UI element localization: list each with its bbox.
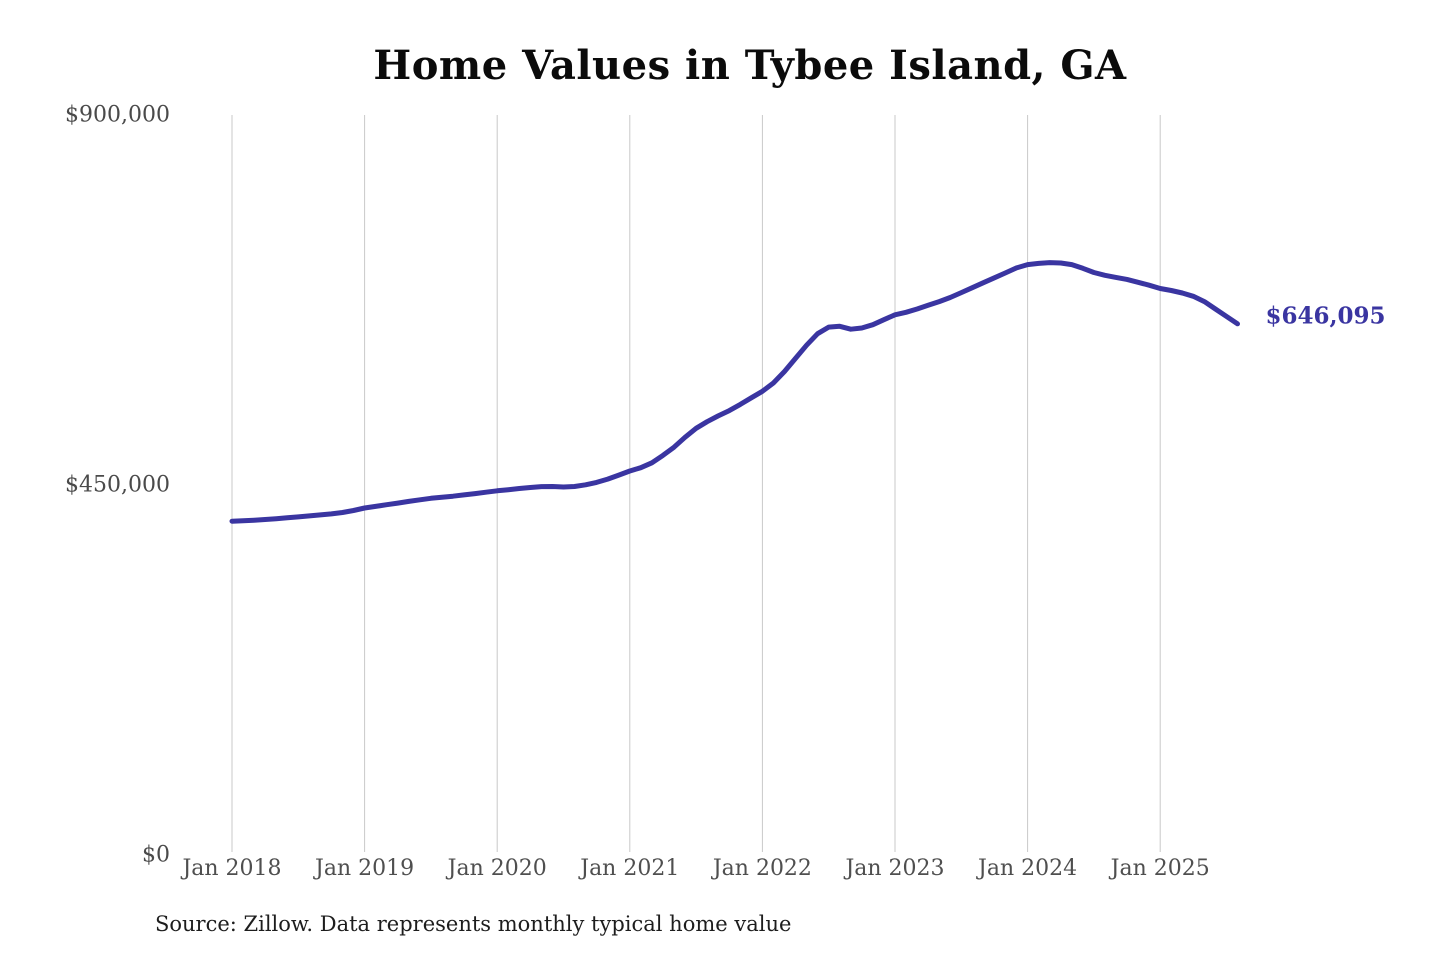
home-value-line — [229, 260, 1240, 524]
year-gridlines — [231, 115, 1161, 852]
x-tick-label: Jan 2024 — [978, 856, 1078, 881]
y-tick-label: $900,000 — [65, 102, 170, 128]
y-tick-label: $450,000 — [65, 472, 170, 498]
x-tick-label: Jan 2018 — [182, 856, 282, 881]
x-tick-label: Jan 2025 — [1110, 856, 1210, 881]
latest-value-label: $646,095 — [1265, 302, 1386, 330]
x-tick-label: Jan 2020 — [447, 856, 547, 881]
x-tick-label: Jan 2021 — [580, 856, 680, 881]
chart-title: Home Values in Tybee Island, GA — [373, 42, 1127, 89]
x-tick-label: Jan 2019 — [315, 856, 415, 881]
source-note: Source: Zillow. Data represents monthly … — [155, 912, 792, 936]
x-tick-label: Jan 2023 — [845, 856, 945, 881]
y-tick-label: $0 — [142, 842, 170, 868]
x-tick-label: Jan 2022 — [712, 856, 812, 881]
